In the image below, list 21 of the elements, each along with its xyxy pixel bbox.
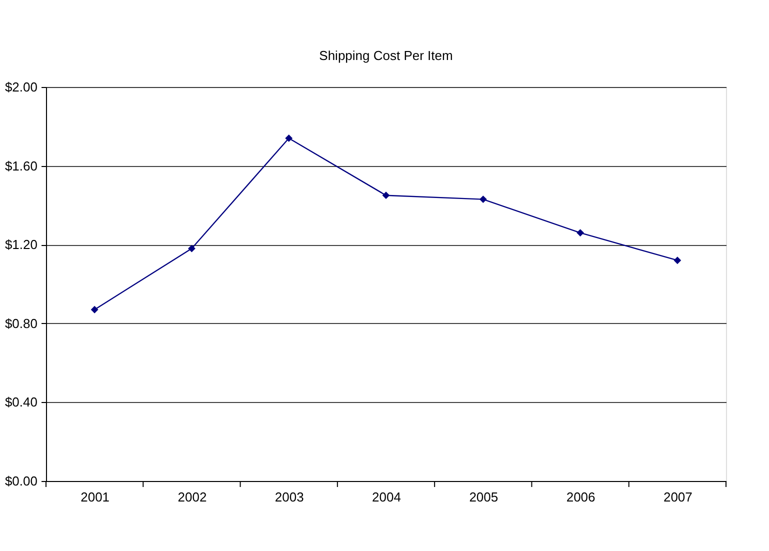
x-tick-label: 2002	[178, 490, 207, 504]
y-tick-label: $1.20	[4, 237, 38, 252]
y-tick-label: $1.60	[4, 158, 38, 174]
point	[576, 229, 584, 236]
x-tick-label: 2004	[372, 490, 401, 504]
chart-title: Shipping Cost Per Item	[319, 48, 453, 63]
x-tick-label: 2003	[274, 490, 304, 504]
y-tick-label: $0.40	[4, 394, 38, 410]
y-tick-label: $0.80	[4, 316, 38, 331]
point	[382, 192, 390, 200]
point	[479, 196, 487, 203]
y-tick-label: $0.00	[4, 474, 38, 488]
x-tick-label: 2007	[663, 490, 692, 504]
x-tick-label: 2005	[469, 490, 498, 504]
point	[188, 244, 196, 252]
x-tick-label: 2006	[566, 490, 596, 504]
point	[674, 256, 682, 264]
x-tick-label: 2001	[80, 490, 110, 504]
point	[285, 134, 293, 142]
y-tick-label: $2.00	[4, 80, 38, 94]
point	[90, 306, 98, 314]
